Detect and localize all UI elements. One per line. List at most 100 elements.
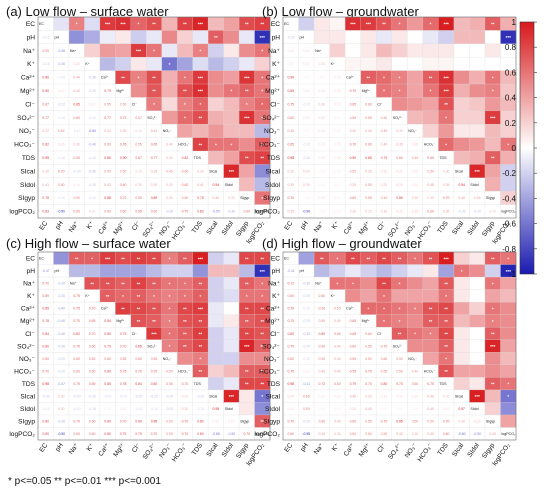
cell-value: 0.70 xyxy=(73,382,80,386)
heatmap-cell xyxy=(407,17,423,31)
significance-mark: ** xyxy=(106,294,110,299)
cell-value: 0.30 xyxy=(381,210,388,214)
significance-mark: * xyxy=(169,294,171,299)
heatmap-cell xyxy=(146,30,162,44)
heatmap-cell xyxy=(146,43,162,58)
cell-value: -0.30 xyxy=(57,294,65,298)
heatmap-cell xyxy=(376,43,392,58)
cell-value: 0.05 xyxy=(287,62,294,66)
heatmap-cell xyxy=(239,137,255,152)
heatmap-cell xyxy=(422,352,439,365)
lower-cell xyxy=(314,327,330,340)
diagonal-label: logPCO₂ xyxy=(256,432,271,436)
column-label: SIgyp xyxy=(481,220,497,238)
heatmap-cell xyxy=(407,84,423,98)
heatmap-cell xyxy=(223,70,240,85)
cell-value: 0.10 xyxy=(303,369,310,373)
lower-cell xyxy=(99,414,116,428)
cell-value: 0.70 xyxy=(182,420,189,424)
heatmap-cell xyxy=(223,97,240,111)
heatmap-cell xyxy=(208,302,224,315)
cell-value: 0.86 xyxy=(104,156,111,160)
significance-mark: ** xyxy=(183,306,187,311)
diagonal-label: Mg²⁺ xyxy=(362,319,370,323)
lower-cell xyxy=(298,377,315,390)
cell-value: 0.80 xyxy=(104,432,111,436)
heatmap-cell xyxy=(115,17,131,31)
heatmap-cell xyxy=(223,110,240,125)
heatmap-cell xyxy=(438,352,455,365)
significance-mark: * xyxy=(399,89,401,94)
cell-value: 0.60 xyxy=(73,210,80,214)
heatmap-cell xyxy=(254,30,271,44)
lower-cell xyxy=(53,204,69,218)
lower-cell xyxy=(283,264,299,278)
lower-cell xyxy=(298,327,315,340)
diagonal-label: Cl⁻ xyxy=(132,102,137,106)
cell-value: 0.30 xyxy=(197,169,204,173)
significance-mark: ** xyxy=(75,256,79,261)
lower-cell xyxy=(298,277,315,290)
significance-mark: * xyxy=(169,62,171,67)
heatmap-cell xyxy=(500,191,517,205)
lower-cell xyxy=(68,177,85,192)
heatmap-cell xyxy=(329,277,346,290)
lower-cell xyxy=(453,427,470,440)
diagonal-label: pH xyxy=(300,35,305,39)
heatmap-cell xyxy=(407,339,423,353)
heatmap-cell xyxy=(360,289,377,303)
cell-value: 0.30 xyxy=(350,210,357,214)
heatmap-cell xyxy=(239,339,255,353)
significance-mark: * xyxy=(414,306,416,311)
cell-value: -0.30 xyxy=(57,282,65,286)
column-label: NO₃⁻ xyxy=(158,220,173,238)
cell-value: 0.75 xyxy=(287,102,294,106)
cell-value: 0.60 xyxy=(334,382,341,386)
heatmap-cell xyxy=(115,252,131,265)
diagonal-label: HCO₃⁻ xyxy=(424,143,435,147)
heatmap-cell xyxy=(500,289,517,303)
cell-value: 0.45 xyxy=(381,129,388,133)
diagonal-label: SIdol xyxy=(470,407,478,411)
cell-value: 0.70 xyxy=(396,382,403,386)
lower-cell xyxy=(38,43,54,58)
lower-cell xyxy=(192,389,209,403)
lower-cell xyxy=(84,137,100,151)
heatmap-cell xyxy=(500,164,517,178)
lower-cell xyxy=(146,352,162,365)
heatmap-cell xyxy=(391,57,408,71)
heatmap-cell xyxy=(469,30,486,44)
heatmap-cell xyxy=(314,264,330,278)
cell-value: 0.60 xyxy=(350,420,357,424)
heatmap-cell xyxy=(208,377,224,391)
lower-cell xyxy=(177,414,193,428)
cell-value: -0.10 xyxy=(88,116,96,120)
significance-mark: ** xyxy=(444,331,448,336)
diagonal-cell xyxy=(422,137,439,151)
cell-value: 0.50 xyxy=(381,432,388,436)
heatmap-cell xyxy=(254,164,271,178)
heatmap-cell xyxy=(469,70,486,85)
significance-mark: *** xyxy=(120,22,126,27)
heatmap-cell xyxy=(453,302,470,315)
cell-value: 0.84 xyxy=(42,332,49,336)
cell-value: 0.95 xyxy=(396,420,403,424)
cell-value: 0.50 xyxy=(58,183,65,187)
lower-cell xyxy=(376,389,392,403)
lower-cell xyxy=(391,204,408,218)
lower-cell xyxy=(376,339,392,353)
heatmap-cell xyxy=(500,84,517,98)
column-label: HCO₃⁻ xyxy=(171,442,189,463)
heatmap-cell xyxy=(239,364,255,378)
heatmap-cell xyxy=(500,327,517,340)
row-label: Ca²⁺ xyxy=(21,306,36,313)
cell-value: 0.10 xyxy=(89,102,96,106)
lower-cell xyxy=(407,427,423,440)
diagonal-cell xyxy=(84,57,100,71)
heatmap-cell xyxy=(254,97,271,111)
significance-mark: * xyxy=(430,89,432,94)
heatmap-cell xyxy=(68,30,85,44)
cell-value: 0.10 xyxy=(319,156,326,160)
lower-cell xyxy=(360,402,377,415)
heatmap-cell xyxy=(453,97,470,111)
